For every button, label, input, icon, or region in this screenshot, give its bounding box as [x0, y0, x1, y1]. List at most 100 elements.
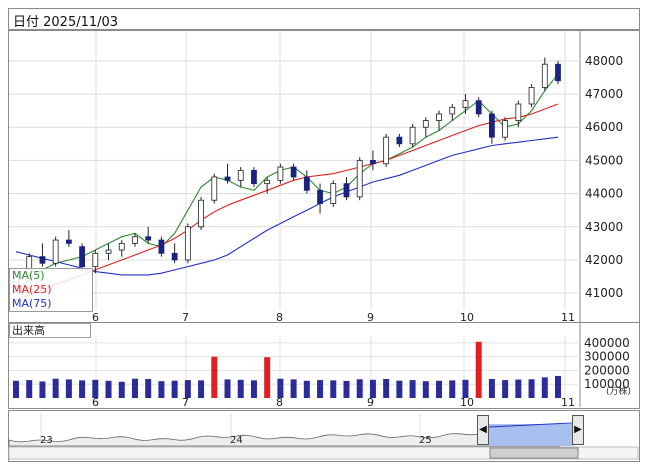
volume-bar	[224, 379, 231, 398]
volume-bar	[52, 378, 59, 398]
candle-body	[449, 106, 456, 115]
volume-label: 出来高	[9, 323, 91, 338]
candle-body	[343, 183, 350, 198]
volume-bar	[145, 378, 152, 398]
volume-bar	[356, 379, 363, 398]
candle-body	[515, 103, 522, 121]
candle-body	[383, 136, 390, 165]
navigator-selection	[489, 424, 574, 446]
candle-body	[52, 239, 59, 264]
volume-bar	[475, 341, 482, 398]
volume-bar	[369, 379, 376, 398]
volume-bar	[105, 380, 112, 398]
price-tick-label: 44000	[585, 187, 623, 201]
volume-bar	[26, 380, 33, 398]
candle-body	[65, 239, 72, 244]
volume-bar	[158, 381, 165, 398]
volume-bar	[131, 378, 138, 398]
volume-panel[interactable]	[8, 322, 640, 409]
navigator-area	[8, 431, 561, 447]
price-tick-label: 48000	[585, 54, 623, 68]
volume-bar	[383, 378, 390, 398]
volume-bar	[277, 378, 284, 398]
price-tick-label: 46000	[585, 120, 623, 134]
legend-ma25: MA(25)	[12, 283, 52, 296]
price-x-tick-label: 8	[276, 311, 283, 324]
volume-bar	[118, 381, 125, 398]
volume-bar	[65, 379, 72, 398]
volume-x-tick-label: 8	[276, 396, 283, 409]
price-panel[interactable]	[8, 30, 640, 326]
candle-body	[396, 136, 403, 145]
candle-body	[462, 100, 469, 108]
volume-bar	[303, 380, 310, 398]
candle-body	[502, 120, 509, 138]
nav-scrollbar-thumb	[489, 447, 579, 459]
volume-bar	[13, 380, 19, 398]
candle-body	[264, 179, 271, 185]
candle-body	[224, 176, 231, 181]
nav-right-handle[interactable]: ▶	[572, 415, 584, 445]
volume-bar	[462, 379, 469, 398]
volume-bar	[264, 357, 271, 398]
candle-body	[39, 256, 46, 264]
volume-bar	[92, 379, 99, 398]
volume-x-tick-label: 6	[92, 396, 99, 409]
nav-tick-label: 25	[419, 435, 432, 446]
volume-bar	[250, 380, 257, 398]
volume-x-tick-label: 7	[182, 396, 189, 409]
volume-bar	[317, 380, 324, 398]
candle-body	[277, 166, 284, 181]
volume-tick-label: 100000	[584, 377, 630, 391]
candle-body	[198, 199, 204, 228]
candle-body	[422, 120, 429, 128]
price-tick-label: 43000	[585, 220, 623, 234]
volume-bar	[79, 380, 86, 398]
volume-bar	[330, 380, 337, 398]
volume-bar	[515, 379, 522, 398]
price-x-tick-label: 7	[182, 311, 189, 324]
volume-bar	[396, 380, 403, 398]
volume-bar	[488, 378, 495, 398]
price-x-tick-label: 9	[367, 311, 374, 324]
candle-body	[356, 160, 363, 198]
candle-body	[132, 236, 138, 244]
volume-bar	[171, 380, 178, 398]
legend-ma75: MA(75)	[12, 297, 52, 310]
candle-body	[303, 176, 310, 191]
candle-body	[171, 252, 178, 261]
price-tick-label: 47000	[585, 87, 623, 101]
navigator-selection-line	[488, 422, 573, 428]
ma-line-ma25	[15, 103, 559, 301]
date-header: 日付 2025/11/03	[8, 8, 640, 30]
candle-body	[105, 249, 112, 254]
volume-tick-label: 200000	[584, 363, 630, 377]
nav-left-handle[interactable]: ◀	[477, 415, 489, 445]
price-tick-label: 41000	[585, 286, 623, 300]
volume-unit-label: (万株)	[606, 385, 631, 397]
ma-line-ma5	[15, 73, 559, 291]
candle-body	[541, 63, 548, 88]
candle-body	[317, 189, 323, 204]
volume-bar	[409, 380, 416, 398]
candle-body	[436, 113, 442, 121]
candle-body	[158, 239, 165, 254]
volume-bar	[422, 381, 429, 398]
volume-bar	[198, 380, 205, 398]
price-tick-label: 42000	[585, 253, 623, 267]
volume-x-tick-label: 11	[561, 396, 575, 409]
volume-x-tick-label: 9	[367, 396, 374, 409]
ma-line-ma75	[15, 136, 559, 276]
volume-bar	[502, 380, 509, 398]
candle-body	[330, 183, 337, 204]
volume-bar	[555, 375, 561, 398]
volume-bar	[39, 381, 46, 398]
legend-ma5: MA(5)	[12, 269, 45, 282]
candle-body	[251, 169, 257, 185]
nav-tick-label: 24	[230, 435, 243, 446]
price-x-tick-label: 11	[561, 311, 575, 324]
candle-body	[79, 246, 85, 267]
price-tick-label: 45000	[585, 153, 623, 167]
volume-bar	[528, 379, 535, 398]
